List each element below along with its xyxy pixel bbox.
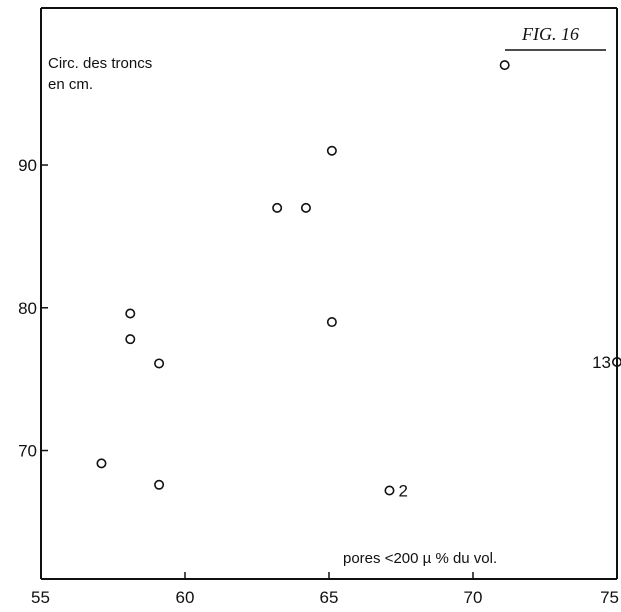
x-axis-label: pores <200 µ % du vol. [343,550,497,567]
data-points: 2 13 [96,60,621,500]
data-point [326,145,337,156]
data-point [612,357,621,368]
chart-title: FIG. 16 [521,24,579,44]
y-tick-label: 80 [18,299,37,318]
data-point [96,458,107,469]
data-point [272,202,283,213]
x-tick-label: 60 [176,588,195,607]
data-point-label: 13 [592,353,611,372]
x-tick-label: 75 [600,588,619,607]
y-axis-label-line-2: en cm. [48,76,93,93]
data-point [154,479,165,490]
y-tick-label: 70 [18,442,37,461]
data-point [326,317,337,328]
data-point [125,308,136,319]
x-tick-label: 55 [31,588,50,607]
data-point [125,334,136,345]
y-axis-label-line-1: Circ. des troncs [48,55,152,72]
data-point [300,202,311,213]
data-point-label: 2 [398,481,407,500]
y-tick-label: 90 [18,156,37,175]
x-tick-label: 70 [464,588,483,607]
x-tick-label: 65 [320,588,339,607]
data-point [384,485,395,496]
axes: 55 60 65 70 75 70 80 90 [18,7,619,607]
data-point [154,358,165,369]
data-point [499,60,510,71]
chart-text: FIG. 16 Circ. des troncs en cm. pores <2… [48,24,606,567]
